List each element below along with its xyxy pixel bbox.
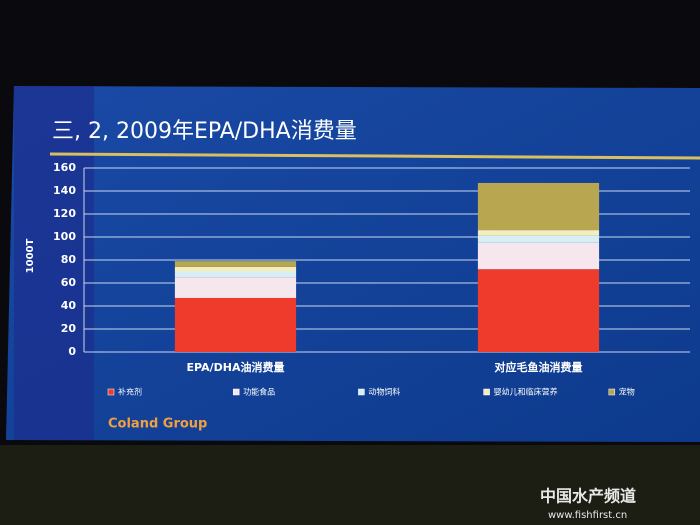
bar-segment <box>477 235 600 243</box>
legend-label: 功能食品 <box>243 387 275 397</box>
legend-swatch <box>358 388 365 396</box>
slide <box>6 86 700 442</box>
bar-segment <box>174 297 297 352</box>
legend-swatch <box>232 388 240 396</box>
audience <box>0 445 700 525</box>
bar-segment <box>174 277 297 298</box>
y-tick-label: 160 <box>53 161 76 174</box>
y-tick-label: 100 <box>53 230 76 243</box>
y-tick-label: 0 <box>68 345 76 358</box>
legend-label: 动物饲料 <box>368 387 400 397</box>
x-tick-label: 对应毛鱼油消费量 <box>495 360 583 374</box>
legend-swatch <box>608 388 616 396</box>
y-tick-label: 120 <box>53 207 76 220</box>
footer: Coland Group <box>108 417 207 432</box>
bar-segment <box>477 269 600 352</box>
slide-side <box>14 86 94 440</box>
chart-title: 三, 2, 2009年EPA/DHA消费量 <box>52 119 357 144</box>
bar-segment <box>477 230 600 236</box>
bar-segment <box>477 242 600 270</box>
legend-label: 补充剂 <box>118 387 142 397</box>
y-tick-label: 60 <box>61 276 77 289</box>
y-tick-label: 80 <box>61 253 77 266</box>
title-rule <box>49 152 700 160</box>
watermark-url: www.fishfirst.cn <box>548 510 627 521</box>
y-axis-label: 1000T <box>25 238 36 273</box>
bar-segment <box>174 271 297 278</box>
y-tick-label: 40 <box>61 299 77 312</box>
chart: 0 20 40 60 80 100 120 140 160 EPA/DHA油消费量 对应毛鱼油消费量… <box>53 161 690 397</box>
y-tick-label: 140 <box>53 184 76 197</box>
x-tick-label: EPA/DHA油消费量 <box>187 360 285 374</box>
watermark-name: 中国水产频道 <box>540 487 636 506</box>
bar-segment <box>174 261 297 267</box>
legend-label: 宠物 <box>619 387 635 397</box>
legend-swatch <box>483 388 490 396</box>
legend-label: 婴幼儿和临床营养 <box>494 387 558 397</box>
legend-swatch <box>107 388 115 396</box>
bar-segment <box>477 182 600 231</box>
bar-segment <box>174 266 297 272</box>
y-tick-label: 20 <box>61 322 77 335</box>
